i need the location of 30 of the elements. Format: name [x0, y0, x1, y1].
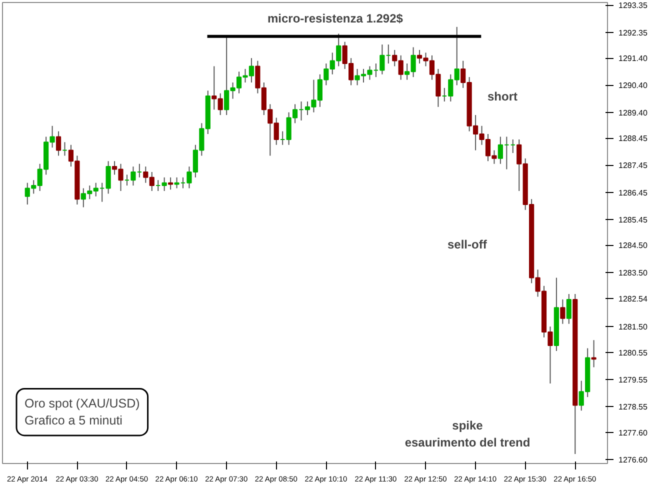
candlestick — [566, 294, 572, 324]
annotation: micro-resistenza 1.292$ — [268, 12, 404, 26]
candlestick — [106, 160, 111, 194]
y-tick-label: 1291.40 — [618, 54, 648, 64]
y-tick-label: 1278.55 — [618, 402, 648, 412]
y-tick-label: 1285.45 — [618, 215, 648, 224]
annotation: short — [488, 90, 518, 104]
y-tick-label: 1293.35 — [618, 1, 648, 10]
y-tick-label: 1286.45 — [618, 188, 648, 198]
candlestick — [591, 340, 596, 368]
candlestick — [168, 176, 174, 190]
y-tick-label: 1282.54 — [618, 294, 648, 304]
y-tick-label: 1280.55 — [618, 348, 648, 358]
annotation: spike esaurimento del trend — [404, 418, 530, 450]
annotation: Oro spot (XAU/USD) Grafico a 5 minuti — [24, 396, 140, 428]
y-tick-label: 1292.35 — [618, 28, 648, 38]
y-tick-label: 1276.60 — [618, 455, 648, 464]
y-tick-label: 1290.40 — [618, 81, 648, 90]
y-tick-label: 1277.60 — [618, 428, 648, 438]
y-tick-label: 1281.50 — [618, 322, 648, 332]
y-tick-label: 1284.50 — [618, 241, 648, 250]
candlestick — [162, 176, 167, 192]
candlestick — [560, 298, 566, 324]
y-tick-label: 1289.40 — [618, 108, 648, 118]
annotation: sell-off — [448, 238, 488, 252]
y-tick-label: 1287.45 — [618, 161, 648, 170]
y-tick-label: 1283.50 — [618, 268, 648, 278]
y-tick-label: 1279.55 — [618, 375, 648, 384]
candlestick — [56, 130, 62, 156]
y-tick-label: 1288.45 — [618, 134, 648, 144]
